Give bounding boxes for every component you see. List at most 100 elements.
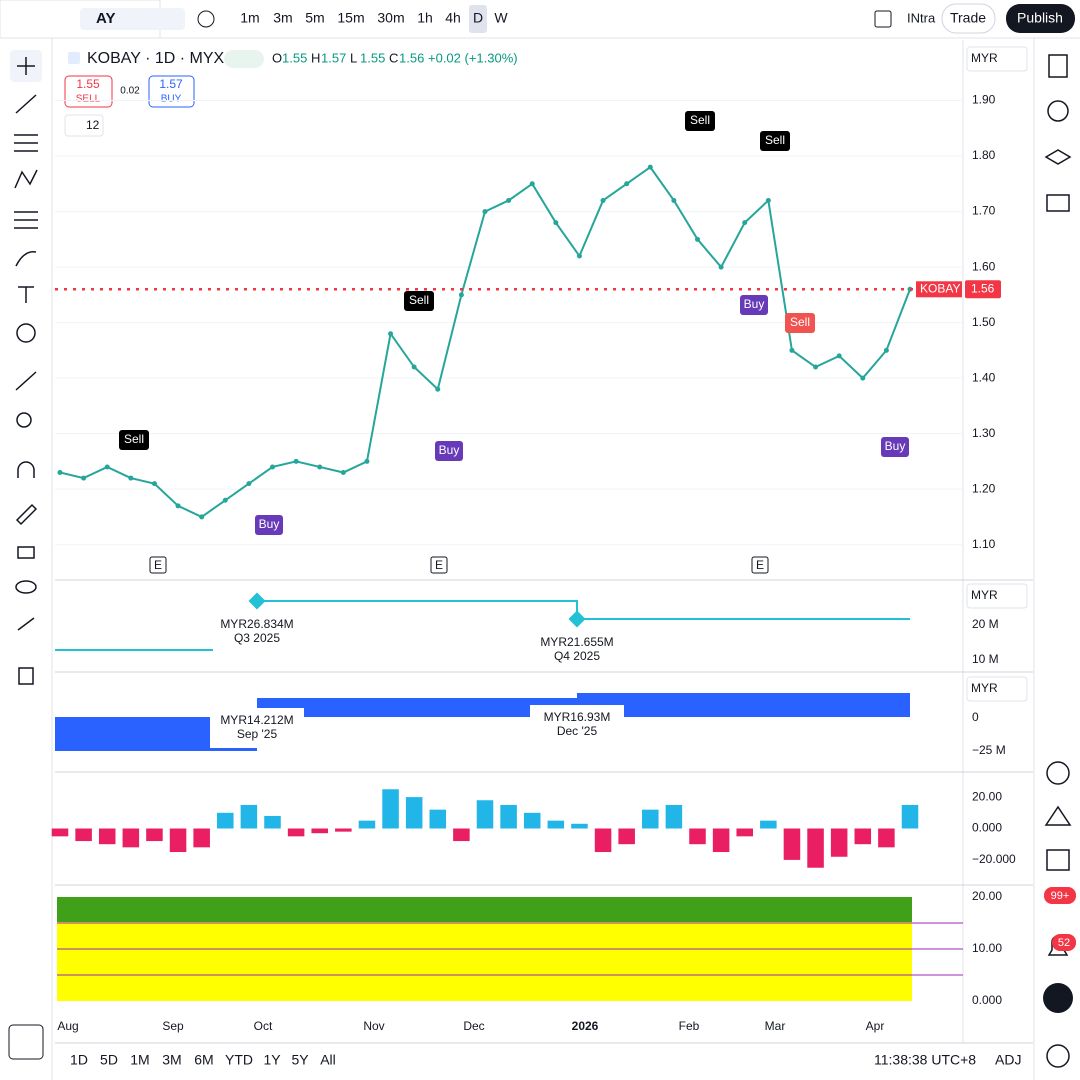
histogram-bar <box>523 812 541 829</box>
earnings-marker <box>149 556 167 574</box>
revenue-value: MYR21.655M <box>540 635 613 649</box>
close-point <box>151 481 157 487</box>
x-tick-label: Nov <box>363 1019 384 1033</box>
y-tick-label: −20.000 <box>972 852 1016 866</box>
range-button[interactable]: 5Y <box>291 1052 309 1068</box>
histogram-bar <box>453 828 470 842</box>
sell-price[interactable]: 1.55 <box>76 77 100 91</box>
symbol-tag-label: KOBAY <box>920 281 960 295</box>
earnings-period: Dec '25 <box>557 724 598 738</box>
indicators-toggle[interactable] <box>64 114 104 137</box>
interval-button[interactable]: 1h <box>417 10 433 26</box>
sell-button[interactable] <box>64 75 113 108</box>
ohlc-key: H <box>311 50 320 65</box>
histogram-bar <box>429 809 447 829</box>
currency-label[interactable]: MYR <box>971 681 998 695</box>
layout-name[interactable]: INtra <box>907 10 936 25</box>
sell-label[interactable]: SELL <box>76 94 101 105</box>
sell-signal <box>785 313 815 333</box>
buy-price[interactable]: 1.57 <box>159 77 183 91</box>
sell-signal-label: Sell <box>124 432 144 446</box>
close-point <box>222 497 228 503</box>
buy-signal-label: Buy <box>885 439 906 453</box>
sell-signal-label: Sell <box>690 113 710 127</box>
y-tick-label: −25 M <box>972 743 1006 757</box>
close-point <box>175 503 181 509</box>
range-button[interactable]: 1D <box>70 1052 88 1068</box>
earnings-box <box>530 705 624 745</box>
symbol-tag <box>916 281 962 298</box>
interval-button[interactable]: 3m <box>273 10 292 26</box>
currency-label[interactable]: MYR <box>971 51 998 65</box>
symbol-search[interactable] <box>80 8 185 30</box>
interval-button[interactable]: 4h <box>445 10 461 26</box>
interval-button[interactable]: 15m <box>337 10 364 26</box>
badge <box>1052 934 1076 951</box>
add-compare[interactable] <box>197 10 215 28</box>
interval-button[interactable]: 30m <box>377 10 404 26</box>
indicators-count[interactable]: 12 <box>86 118 100 132</box>
revenue-period: Q3 2025 <box>234 631 280 645</box>
buy-signal-label: Buy <box>259 517 280 531</box>
close-point <box>576 253 582 259</box>
range-button[interactable]: 5D <box>100 1052 118 1068</box>
close-point <box>57 470 63 476</box>
change: +0.02 (+1.30%) <box>428 50 518 65</box>
earnings-value: MYR16.93M <box>544 710 611 724</box>
y-tick-label: 1.30 <box>972 426 996 440</box>
range-button[interactable]: 1M <box>130 1052 149 1068</box>
y-tick-label: 20.00 <box>972 889 1002 903</box>
histogram-bar <box>854 828 872 845</box>
layout-icon[interactable] <box>874 10 892 28</box>
close-point <box>364 458 370 464</box>
trade-label[interactable]: Trade <box>950 10 986 26</box>
histogram-bar <box>193 828 210 848</box>
clock: 11:38:38 UTC+8 <box>874 1052 976 1068</box>
trade-button[interactable] <box>941 3 996 34</box>
close-point <box>128 475 134 481</box>
range-button[interactable]: 6M <box>194 1052 213 1068</box>
histogram-bar <box>830 828 848 857</box>
buy-button[interactable] <box>148 75 195 108</box>
buy-signal-label: Buy <box>744 297 765 311</box>
currency-selector[interactable] <box>966 676 1028 702</box>
close-point <box>813 364 819 370</box>
earnings-marker <box>751 556 769 574</box>
revenue-value: MYR26.834M <box>220 617 293 631</box>
range-button[interactable]: All <box>320 1052 336 1068</box>
range-button[interactable]: 1Y <box>263 1052 281 1068</box>
y-tick-label: 1.20 <box>972 481 996 495</box>
close-point <box>600 197 606 203</box>
interval-button[interactable]: 5m <box>305 10 324 26</box>
range-button[interactable]: 3M <box>162 1052 181 1068</box>
currency-label[interactable]: MYR <box>971 588 998 602</box>
interval-button[interactable]: D <box>473 10 483 26</box>
symbol[interactable]: AY <box>96 10 115 27</box>
histogram-bar <box>335 828 352 832</box>
histogram-bar <box>75 828 92 842</box>
close-point <box>883 347 889 353</box>
buy-label[interactable]: BUY <box>161 94 182 105</box>
currency-selector[interactable] <box>966 46 1028 72</box>
publish-button[interactable] <box>1006 4 1075 33</box>
earnings-marker <box>430 556 448 574</box>
adj-toggle[interactable]: ADJ <box>995 1052 1021 1068</box>
drawing-tools <box>10 50 42 685</box>
histogram-bar <box>311 828 328 834</box>
interval-button[interactable]: 1m <box>240 10 259 26</box>
y-tick-label: 1.80 <box>972 148 996 162</box>
currency-selector[interactable] <box>966 583 1028 609</box>
y-tick-label: 10 M <box>972 652 999 666</box>
y-tick-label: 1.10 <box>972 537 996 551</box>
interval-button[interactable]: W <box>494 10 508 26</box>
x-tick-label: Sep <box>162 1019 184 1033</box>
ohlc-key: O <box>272 50 282 65</box>
range-button[interactable]: YTD <box>225 1052 253 1068</box>
apps-button[interactable] <box>1043 983 1073 1013</box>
y-tick-label: 10.00 <box>972 941 1002 955</box>
publish-label[interactable]: Publish <box>1017 10 1063 26</box>
watchlist-star[interactable] <box>8 1024 44 1060</box>
earnings-marker-label: E <box>154 558 162 572</box>
earnings-period: Sep '25 <box>237 727 278 741</box>
ohlc-key: C <box>389 50 398 65</box>
